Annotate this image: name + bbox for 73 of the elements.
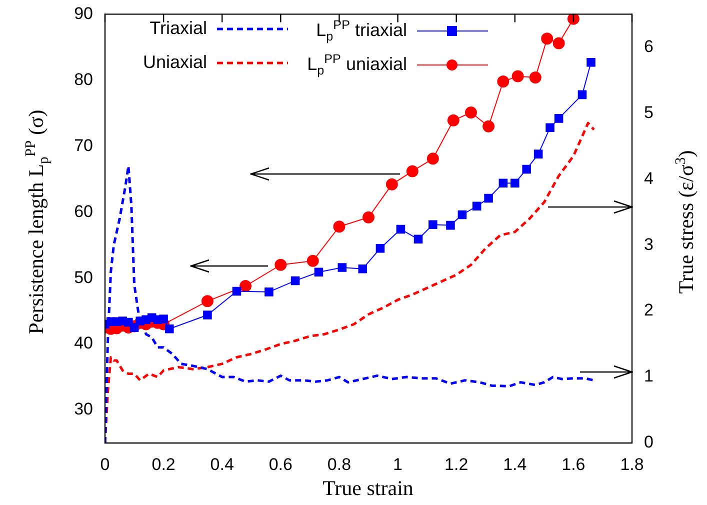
point bbox=[306, 254, 319, 267]
y2-tick-label: 6 bbox=[644, 36, 654, 56]
point bbox=[274, 258, 287, 271]
x-tick-label: 1.4 bbox=[503, 454, 527, 474]
x-tick-label: 1.8 bbox=[620, 454, 644, 474]
point bbox=[498, 178, 508, 188]
point bbox=[552, 37, 565, 50]
point bbox=[232, 286, 242, 296]
point bbox=[482, 120, 495, 132]
x-tick-label: 1.6 bbox=[562, 454, 586, 474]
y2-tick-label: 3 bbox=[644, 234, 654, 254]
point bbox=[290, 276, 300, 286]
point bbox=[510, 178, 520, 188]
point bbox=[446, 220, 455, 230]
point bbox=[428, 220, 438, 230]
point bbox=[203, 310, 212, 320]
point bbox=[240, 280, 252, 292]
point bbox=[578, 90, 587, 100]
x-axis-title: True strain bbox=[322, 476, 414, 501]
point bbox=[358, 264, 368, 274]
point bbox=[522, 164, 531, 174]
x-tick-label: 0.4 bbox=[210, 454, 234, 474]
point bbox=[534, 150, 543, 158]
point bbox=[484, 194, 493, 203]
point bbox=[333, 220, 346, 233]
legend-label: L$_{p}$$^{PP}$ triaxial bbox=[316, 18, 407, 44]
x-tick-label: 1.2 bbox=[444, 454, 468, 474]
point bbox=[314, 268, 324, 277]
point bbox=[541, 32, 554, 45]
point bbox=[497, 75, 510, 88]
point bbox=[426, 152, 439, 165]
point bbox=[406, 165, 418, 178]
point bbox=[464, 106, 477, 118]
point bbox=[512, 70, 524, 82]
point bbox=[386, 178, 398, 190]
y-tick-label: 60 bbox=[74, 202, 93, 221]
x-tick-label: 0 bbox=[100, 454, 110, 474]
y2-tick-label: 1 bbox=[644, 366, 654, 386]
y2-tick-label: 4 bbox=[644, 168, 654, 188]
point bbox=[458, 210, 467, 220]
point bbox=[447, 114, 460, 126]
point bbox=[338, 263, 347, 272]
point bbox=[586, 58, 596, 67]
y-tick-label: 30 bbox=[74, 400, 93, 419]
point bbox=[396, 224, 406, 234]
y-tick-label: 40 bbox=[74, 334, 93, 353]
point bbox=[362, 211, 374, 224]
point bbox=[201, 295, 214, 308]
point bbox=[472, 202, 482, 211]
point bbox=[414, 234, 423, 244]
legend-label: Uniaxial bbox=[142, 52, 207, 73]
point bbox=[529, 72, 542, 84]
x-tick-label: 1 bbox=[393, 454, 403, 474]
point bbox=[165, 324, 174, 334]
x-tick-label: 0.8 bbox=[327, 454, 352, 474]
point bbox=[554, 114, 564, 123]
y2-tick-label: 2 bbox=[644, 300, 654, 320]
legend-label: Triaxial bbox=[150, 18, 207, 39]
x-tick-label: 0.6 bbox=[268, 454, 292, 474]
y2-tick-label: 5 bbox=[644, 102, 654, 122]
point bbox=[264, 288, 274, 296]
y-tick-label: 80 bbox=[74, 70, 93, 89]
point bbox=[567, 14, 580, 25]
x-tick-label: 0.2 bbox=[152, 454, 176, 474]
y2-tick-label: 0 bbox=[644, 432, 654, 452]
point bbox=[159, 314, 168, 324]
point bbox=[130, 323, 139, 332]
point bbox=[546, 123, 554, 132]
y-tick-label: 90 bbox=[74, 4, 93, 23]
legend-label: L$_{p}$$^{PP}$ uniaxial bbox=[307, 52, 407, 78]
y-tick-label: 50 bbox=[74, 268, 93, 287]
y-tick-label: 70 bbox=[74, 136, 93, 155]
point bbox=[376, 244, 385, 253]
